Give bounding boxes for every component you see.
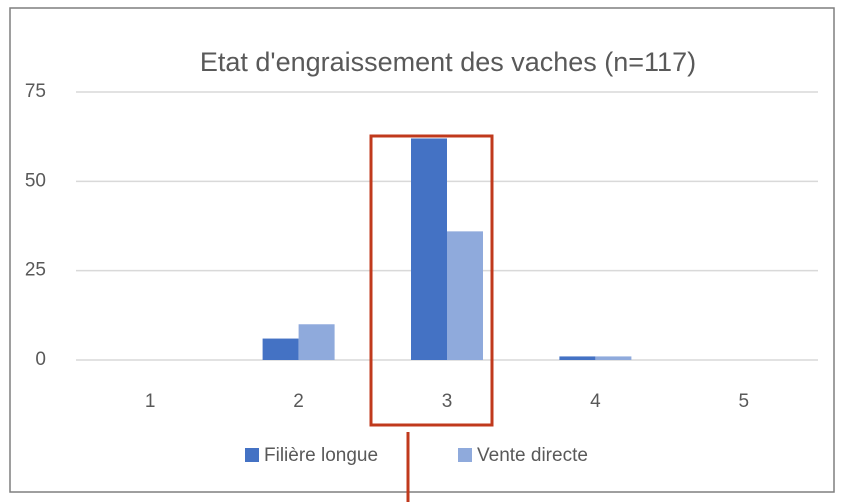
- legend-label: Vente directe: [477, 445, 588, 466]
- bar: [262, 338, 299, 360]
- x-tick-label: 3: [442, 391, 453, 412]
- highlight-box: [369, 134, 494, 427]
- y-tick-label: 75: [25, 81, 46, 102]
- legend-swatch: [458, 448, 472, 462]
- bar: [559, 356, 596, 360]
- y-tick-label: 0: [35, 349, 46, 370]
- y-tick-label: 50: [25, 170, 46, 191]
- x-tick-label: 2: [293, 391, 304, 412]
- bar: [298, 324, 335, 360]
- x-tick-label: 4: [590, 391, 601, 412]
- bar: [447, 231, 483, 360]
- plot-area: 0 25 50 75 1 2 3 4 5 Filière longue Vente directe: [25, 81, 818, 466]
- x-tick-label: 5: [739, 391, 750, 412]
- x-tick-label: 1: [145, 391, 156, 412]
- bar: [595, 356, 632, 360]
- y-tick-label: 25: [25, 260, 46, 281]
- chart-title: Etat d'engraissement des vaches (n=117): [200, 47, 696, 77]
- legend-label: Filière longue: [264, 445, 378, 466]
- bar: [411, 138, 447, 360]
- legend-swatch: [245, 448, 259, 462]
